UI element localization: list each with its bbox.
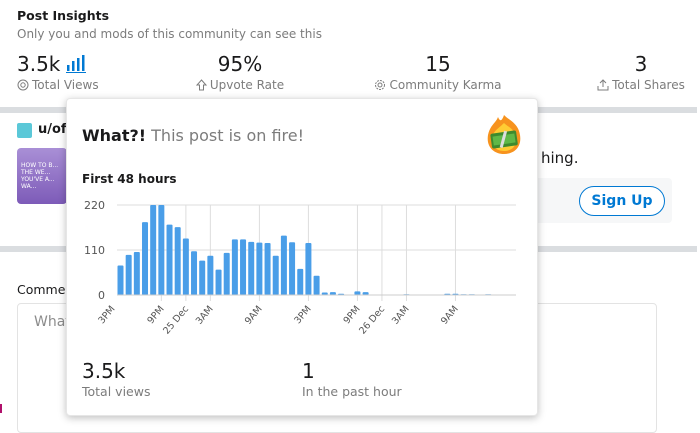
chart-title: First 48 hours [82,172,177,186]
bar [297,268,304,295]
bar [174,227,181,295]
total-shares-label: Total Shares [612,78,685,92]
headline-rest: This post is on fire! [146,126,305,145]
upvote-arrow-icon [195,79,207,91]
stat-total-shares: 3 Total Shares [596,52,686,92]
bar [264,243,271,295]
x-tick-label: 3PM [292,304,313,326]
total-shares-value: 3 [634,52,648,76]
post-author[interactable]: u/off [38,122,72,137]
bar [207,255,214,295]
x-tick-label: 25 Dec [161,304,191,337]
bar [240,239,247,295]
share-icon [597,79,609,91]
community-karma-value: 15 [425,52,451,76]
stat-upvote-rate: 95% Upvote Rate [185,52,295,92]
comment-placeholder: What [34,314,71,330]
comments-label: Commen [17,282,74,297]
y-tick-label: 220 [84,199,105,212]
post-thumbnail[interactable]: HOW TO B... THE WE... YOU'VE A... WA... [17,148,67,204]
upvote-rate-value: 95% [217,52,263,76]
total-views-value: 3.5k [17,52,61,76]
bar [256,242,263,295]
bar [248,241,255,295]
thumbnail-text: HOW TO B... THE WE... YOU'VE A... WA... [21,162,59,190]
upvote-rate-label: Upvote Rate [209,78,285,92]
bar [191,251,198,295]
insights-popup: What?! This post is on fire! First 48 ho… [66,98,538,416]
past-hour-label: In the past hour [302,384,402,399]
post-insights-subtitle: Only you and mods of this community can … [17,27,322,41]
karma-gear-icon [375,80,386,90]
y-tick-label: 0 [98,289,105,302]
bar [182,238,189,295]
fire-money-icon [487,115,521,154]
bar [354,291,361,295]
stat-community-karma: 15 Community Karma [372,52,504,92]
bar [289,242,296,295]
bar [305,243,312,295]
community-karma-label: Community Karma [389,78,502,92]
total-views-label: Total Views [32,78,99,92]
x-tick-label: 3AM [390,304,412,327]
edge-marker [0,404,2,413]
bar [133,252,140,295]
bar [321,292,328,295]
bar [117,265,124,295]
bar [166,224,173,295]
bar [362,292,369,295]
bar-chart-icon[interactable] [66,55,87,73]
popup-total-views-label: Total views [82,384,151,399]
x-tick-label: 3AM [194,304,216,327]
x-tick-label: 9PM [341,304,362,326]
headline-bold: What?! [82,126,147,145]
bar [223,252,230,295]
popup-headline: What?! This post is on fire! [82,126,304,145]
author-avatar[interactable] [17,123,32,138]
popup-total-views-value: 3.5k [82,359,126,383]
bar [272,255,279,295]
x-tick-label: 9AM [243,304,265,327]
bar [125,254,132,295]
bar [231,239,238,295]
bar [199,260,206,295]
bar [158,205,165,295]
bar [215,269,222,295]
y-tick-label: 110 [84,244,105,257]
sign-up-button[interactable]: Sign Up [579,186,665,216]
bar [313,275,320,295]
past-hour-value: 1 [302,359,315,383]
x-tick-label: 26 Dec [357,304,387,337]
x-tick-label: 9PM [145,304,166,326]
bar [142,222,149,295]
stat-total-views[interactable]: 3.5k Total Views [17,52,99,92]
eye-icon [17,79,29,91]
x-tick-label: 9AM [439,304,461,327]
bar [280,235,287,295]
x-tick-label: 3PM [96,304,117,326]
post-insights-title: Post Insights [17,8,110,23]
bar [329,292,336,295]
post-body-fragment: hing. [541,149,579,167]
bar [150,205,157,295]
